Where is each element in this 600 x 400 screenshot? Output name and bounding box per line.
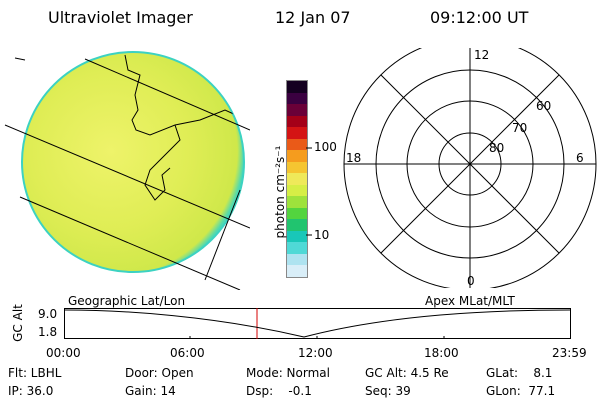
colorbar-segment <box>287 242 307 254</box>
colorbar-tick-100: 100 <box>314 140 337 154</box>
colorbar-segment <box>287 207 307 220</box>
grid-line <box>19 196 241 290</box>
uv-earth-image <box>4 51 250 290</box>
timeline-y-top: 9.0 <box>38 307 58 321</box>
colorbar-segment <box>287 253 307 266</box>
polar-plot: 12 18 6 0 60 70 80 <box>343 48 597 288</box>
altitude-curve <box>64 309 571 338</box>
colorbar-unit-label: photon cm⁻²s⁻¹ <box>273 145 287 239</box>
mlt-12-label: 12 <box>474 48 489 62</box>
timeline-right-label: Apex MLat/MLT <box>425 294 515 308</box>
colorbar-segment <box>287 150 307 162</box>
colorbar-segment <box>287 161 307 174</box>
app-title: Ultraviolet Imager <box>48 8 193 27</box>
coastline <box>124 54 239 201</box>
timeline-left-label: Geographic Lat/Lon <box>68 294 186 308</box>
info-door: Door: Open <box>125 366 194 380</box>
timeline-x-tick-1: 06:00 <box>170 346 205 360</box>
colorbar-segment <box>287 184 307 197</box>
lat-60-label: 60 <box>536 99 551 113</box>
earth-disk <box>21 51 245 273</box>
info-ip: IP: 36.0 <box>8 384 54 398</box>
mlt-6-label: 6 <box>576 151 584 165</box>
colorbar-segment <box>287 196 307 208</box>
colorbar-segment <box>287 219 307 231</box>
timeline-x-tick-2: 12:00 <box>298 346 333 360</box>
info-gcalt: GC Alt: 4.5 Re <box>365 366 449 380</box>
info-gain: Gain: 14 <box>125 384 176 398</box>
colorbar-segment <box>287 138 307 151</box>
colorbar-segment <box>287 92 307 105</box>
date-label: 12 Jan 07 <box>275 8 351 27</box>
colorbar-segment <box>287 173 307 185</box>
colorbar <box>286 80 308 278</box>
colorbar-segment <box>287 80 307 93</box>
time-label: 09:12:00 UT <box>430 8 529 27</box>
colorbar-segment <box>287 265 307 277</box>
colorbar-segment <box>287 127 307 139</box>
lat-80-label: 80 <box>489 141 504 155</box>
info-glat: GLat: 8.1 <box>486 366 553 380</box>
timeline-x-tick-4: 23:59 <box>552 346 587 360</box>
timeline-y-bottom: 1.8 <box>38 325 58 339</box>
timeline-x-tick-3: 18:00 <box>424 346 459 360</box>
colorbar-segment <box>287 230 307 243</box>
mlt-0-label: 0 <box>467 274 475 288</box>
lat-70-label: 70 <box>512 121 527 135</box>
info-flt: Flt: LBHL <box>8 366 62 380</box>
info-glon: GLon: 77.1 <box>486 384 556 398</box>
grid-line <box>84 58 250 131</box>
grid-line <box>204 189 241 281</box>
mlt-18-label: 18 <box>346 151 361 165</box>
colorbar-segment <box>287 115 307 128</box>
colorbar-ticks <box>306 147 312 236</box>
timeline-plot <box>64 308 571 339</box>
info-seq: Seq: 39 <box>365 384 411 398</box>
info-dsp: Dsp: -0.1 <box>246 384 312 398</box>
timeline-y-axis-label: GC Alt <box>11 304 25 342</box>
grid-line <box>4 124 250 229</box>
info-mode: Mode: Normal <box>246 366 330 380</box>
timeline-x-tick-0: 00:00 <box>46 346 81 360</box>
colorbar-tick-10: 10 <box>314 228 330 242</box>
colorbar-segment <box>287 104 307 116</box>
